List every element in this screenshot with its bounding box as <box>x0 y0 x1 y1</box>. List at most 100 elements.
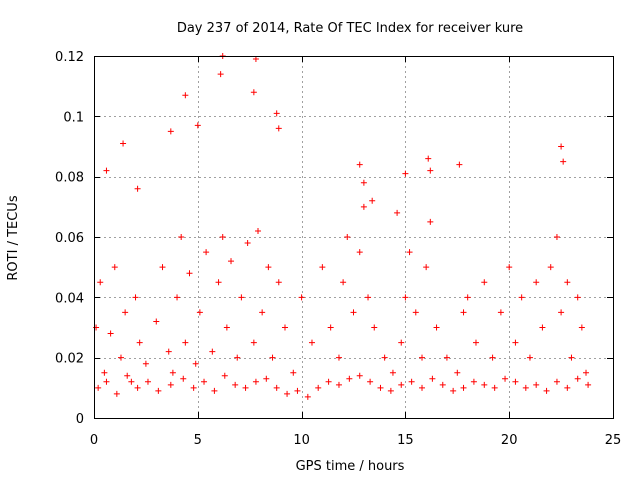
data-point <box>122 309 129 316</box>
data-point <box>460 309 467 316</box>
data-point <box>512 378 519 385</box>
x-tick-label: 10 <box>293 433 310 448</box>
data-point <box>583 369 590 376</box>
data-point <box>275 125 282 132</box>
x-tick-label: 25 <box>605 433 622 448</box>
grid-lines <box>94 56 613 418</box>
data-point <box>169 369 176 376</box>
data-point <box>450 387 457 394</box>
data-point <box>360 203 367 210</box>
data-point <box>95 384 102 391</box>
data-point <box>423 264 430 271</box>
data-point <box>367 378 374 385</box>
x-tick-label: 15 <box>397 433 414 448</box>
data-point <box>412 309 419 316</box>
data-point <box>381 354 388 361</box>
data-point <box>389 369 396 376</box>
data-point <box>134 185 141 192</box>
data-point <box>502 375 509 382</box>
data-point <box>219 234 226 240</box>
data-point <box>371 324 378 331</box>
data-point <box>315 384 322 391</box>
axis-ticks <box>94 56 614 419</box>
data-point <box>136 339 143 346</box>
data-point <box>402 170 409 177</box>
data-point <box>178 234 185 240</box>
data-point <box>167 128 174 135</box>
data-point <box>113 390 120 397</box>
data-point <box>223 324 230 331</box>
data-point <box>182 92 189 99</box>
data-point <box>238 294 245 301</box>
data-point <box>398 381 405 388</box>
y-tick-label: 0 <box>76 412 84 427</box>
data-point <box>294 387 301 394</box>
data-point <box>506 264 513 271</box>
y-tick-label: 0.12 <box>55 50 84 65</box>
data-point <box>103 378 110 385</box>
data-point <box>489 354 496 361</box>
data-point <box>101 369 108 376</box>
y-axis-label: ROTI / TECUs <box>6 195 21 280</box>
data-point <box>427 218 434 225</box>
data-point <box>585 381 592 388</box>
data-point <box>574 375 581 382</box>
data-point <box>481 279 488 286</box>
data-point <box>518 294 525 301</box>
data-point <box>107 330 114 337</box>
data-point <box>443 354 450 361</box>
x-tick-label: 0 <box>90 433 98 448</box>
data-point <box>356 249 363 256</box>
data-point <box>398 339 405 346</box>
data-point <box>387 387 394 394</box>
data-point <box>203 249 210 256</box>
data-point <box>553 378 560 385</box>
y-tick-label: 0.08 <box>55 171 84 186</box>
data-point <box>419 384 426 391</box>
data-point <box>144 378 151 385</box>
data-point <box>194 122 201 129</box>
data-point <box>228 258 235 265</box>
data-point <box>408 378 415 385</box>
data-point <box>165 348 172 355</box>
data-point <box>319 264 326 271</box>
data-point <box>97 279 104 286</box>
data-point <box>356 161 363 168</box>
data-points <box>93 53 592 400</box>
data-point <box>201 378 208 385</box>
data-point <box>419 354 426 361</box>
data-point <box>304 393 311 400</box>
data-point <box>134 384 141 391</box>
data-point <box>273 384 280 391</box>
data-point <box>190 384 197 391</box>
data-point <box>124 372 131 379</box>
data-point <box>180 375 187 382</box>
data-point <box>281 324 288 331</box>
data-point <box>456 161 463 168</box>
data-point <box>263 375 270 382</box>
data-point <box>182 339 189 346</box>
data-point <box>335 381 342 388</box>
data-point <box>578 324 585 331</box>
y-tick-label: 0.1 <box>63 110 84 125</box>
data-point <box>174 294 181 301</box>
data-point <box>369 197 376 204</box>
data-point <box>344 234 351 240</box>
data-point <box>290 369 297 376</box>
data-point <box>128 378 135 385</box>
data-point <box>111 264 118 271</box>
data-point <box>232 381 239 388</box>
data-point <box>120 140 127 147</box>
y-tick-label: 0.04 <box>55 291 84 306</box>
data-point <box>103 167 110 174</box>
data-point <box>298 294 305 301</box>
data-point <box>564 279 571 286</box>
data-point <box>568 354 575 361</box>
data-point <box>221 372 228 379</box>
data-point <box>470 378 477 385</box>
data-point <box>427 167 434 174</box>
data-point <box>560 158 567 165</box>
data-point <box>543 387 550 394</box>
data-point <box>252 56 259 63</box>
